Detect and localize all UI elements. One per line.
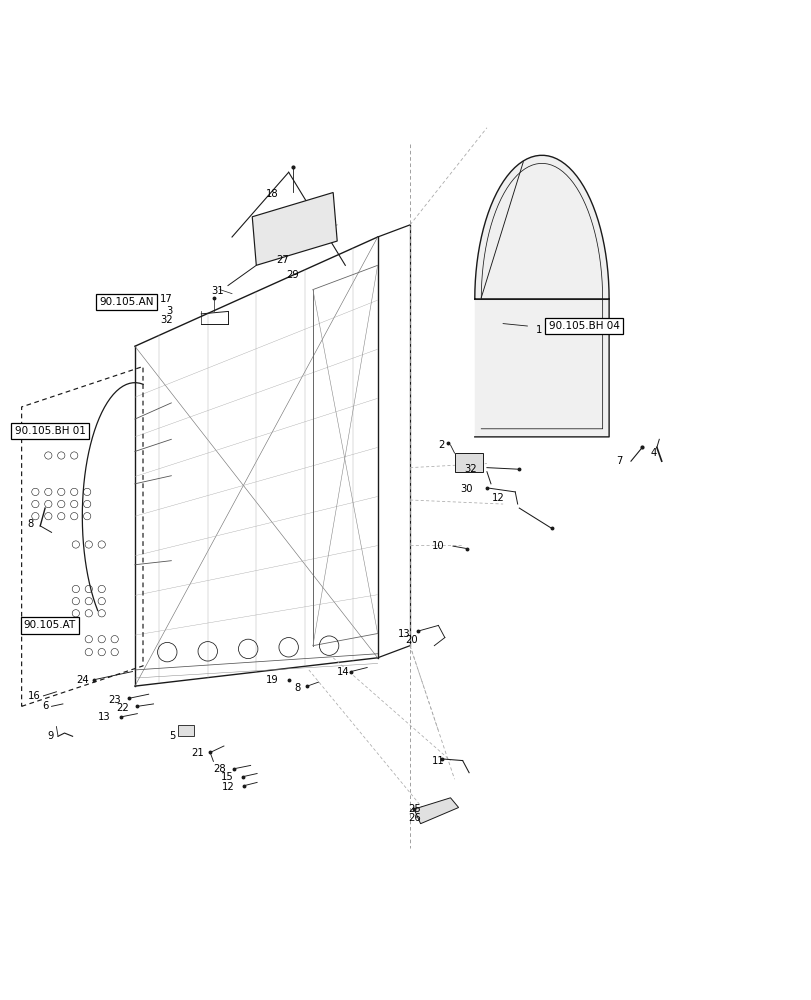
Text: 12: 12	[221, 782, 234, 792]
Text: 8: 8	[294, 683, 300, 693]
Text: 90.105.AT: 90.105.AT	[24, 620, 76, 630]
Text: 10: 10	[431, 541, 444, 551]
Text: 23: 23	[109, 695, 121, 705]
Text: 4: 4	[650, 448, 656, 458]
Text: 90.105.BH 01: 90.105.BH 01	[15, 426, 85, 436]
Polygon shape	[454, 453, 483, 472]
Polygon shape	[178, 725, 194, 736]
Polygon shape	[22, 366, 143, 706]
Text: 19: 19	[265, 675, 278, 685]
Text: 21: 21	[191, 748, 204, 758]
Text: 30: 30	[459, 484, 472, 494]
Text: 24: 24	[76, 675, 88, 685]
Polygon shape	[414, 798, 458, 824]
Text: 18: 18	[265, 189, 278, 199]
Text: 13: 13	[397, 629, 410, 639]
Text: 20: 20	[405, 635, 418, 645]
Text: 29: 29	[286, 270, 298, 280]
Text: 28: 28	[212, 764, 225, 774]
Text: 11: 11	[431, 756, 444, 766]
Text: 26: 26	[407, 813, 420, 823]
Text: 8: 8	[28, 519, 34, 529]
Polygon shape	[252, 192, 337, 265]
Text: 12: 12	[491, 493, 504, 503]
Text: 14: 14	[337, 667, 349, 677]
Text: 16: 16	[28, 691, 41, 701]
Text: 9: 9	[48, 731, 54, 741]
Text: 3: 3	[166, 306, 173, 316]
Text: 25: 25	[407, 804, 420, 814]
Text: 15: 15	[221, 772, 234, 782]
Text: 90.105.BH 04: 90.105.BH 04	[548, 321, 619, 331]
Text: 17: 17	[160, 294, 173, 304]
Text: 5: 5	[169, 731, 175, 741]
Text: 2: 2	[438, 440, 444, 450]
Text: 27: 27	[276, 255, 288, 265]
Text: 22: 22	[116, 703, 129, 713]
Text: 13: 13	[98, 712, 110, 722]
Text: 32: 32	[464, 464, 477, 474]
Text: 1: 1	[534, 325, 541, 335]
Text: 32: 32	[160, 315, 173, 325]
Text: 31: 31	[211, 286, 224, 296]
Polygon shape	[474, 155, 608, 437]
Text: 6: 6	[42, 701, 49, 711]
Text: 90.105.AN: 90.105.AN	[100, 297, 154, 307]
Text: 7: 7	[616, 456, 622, 466]
